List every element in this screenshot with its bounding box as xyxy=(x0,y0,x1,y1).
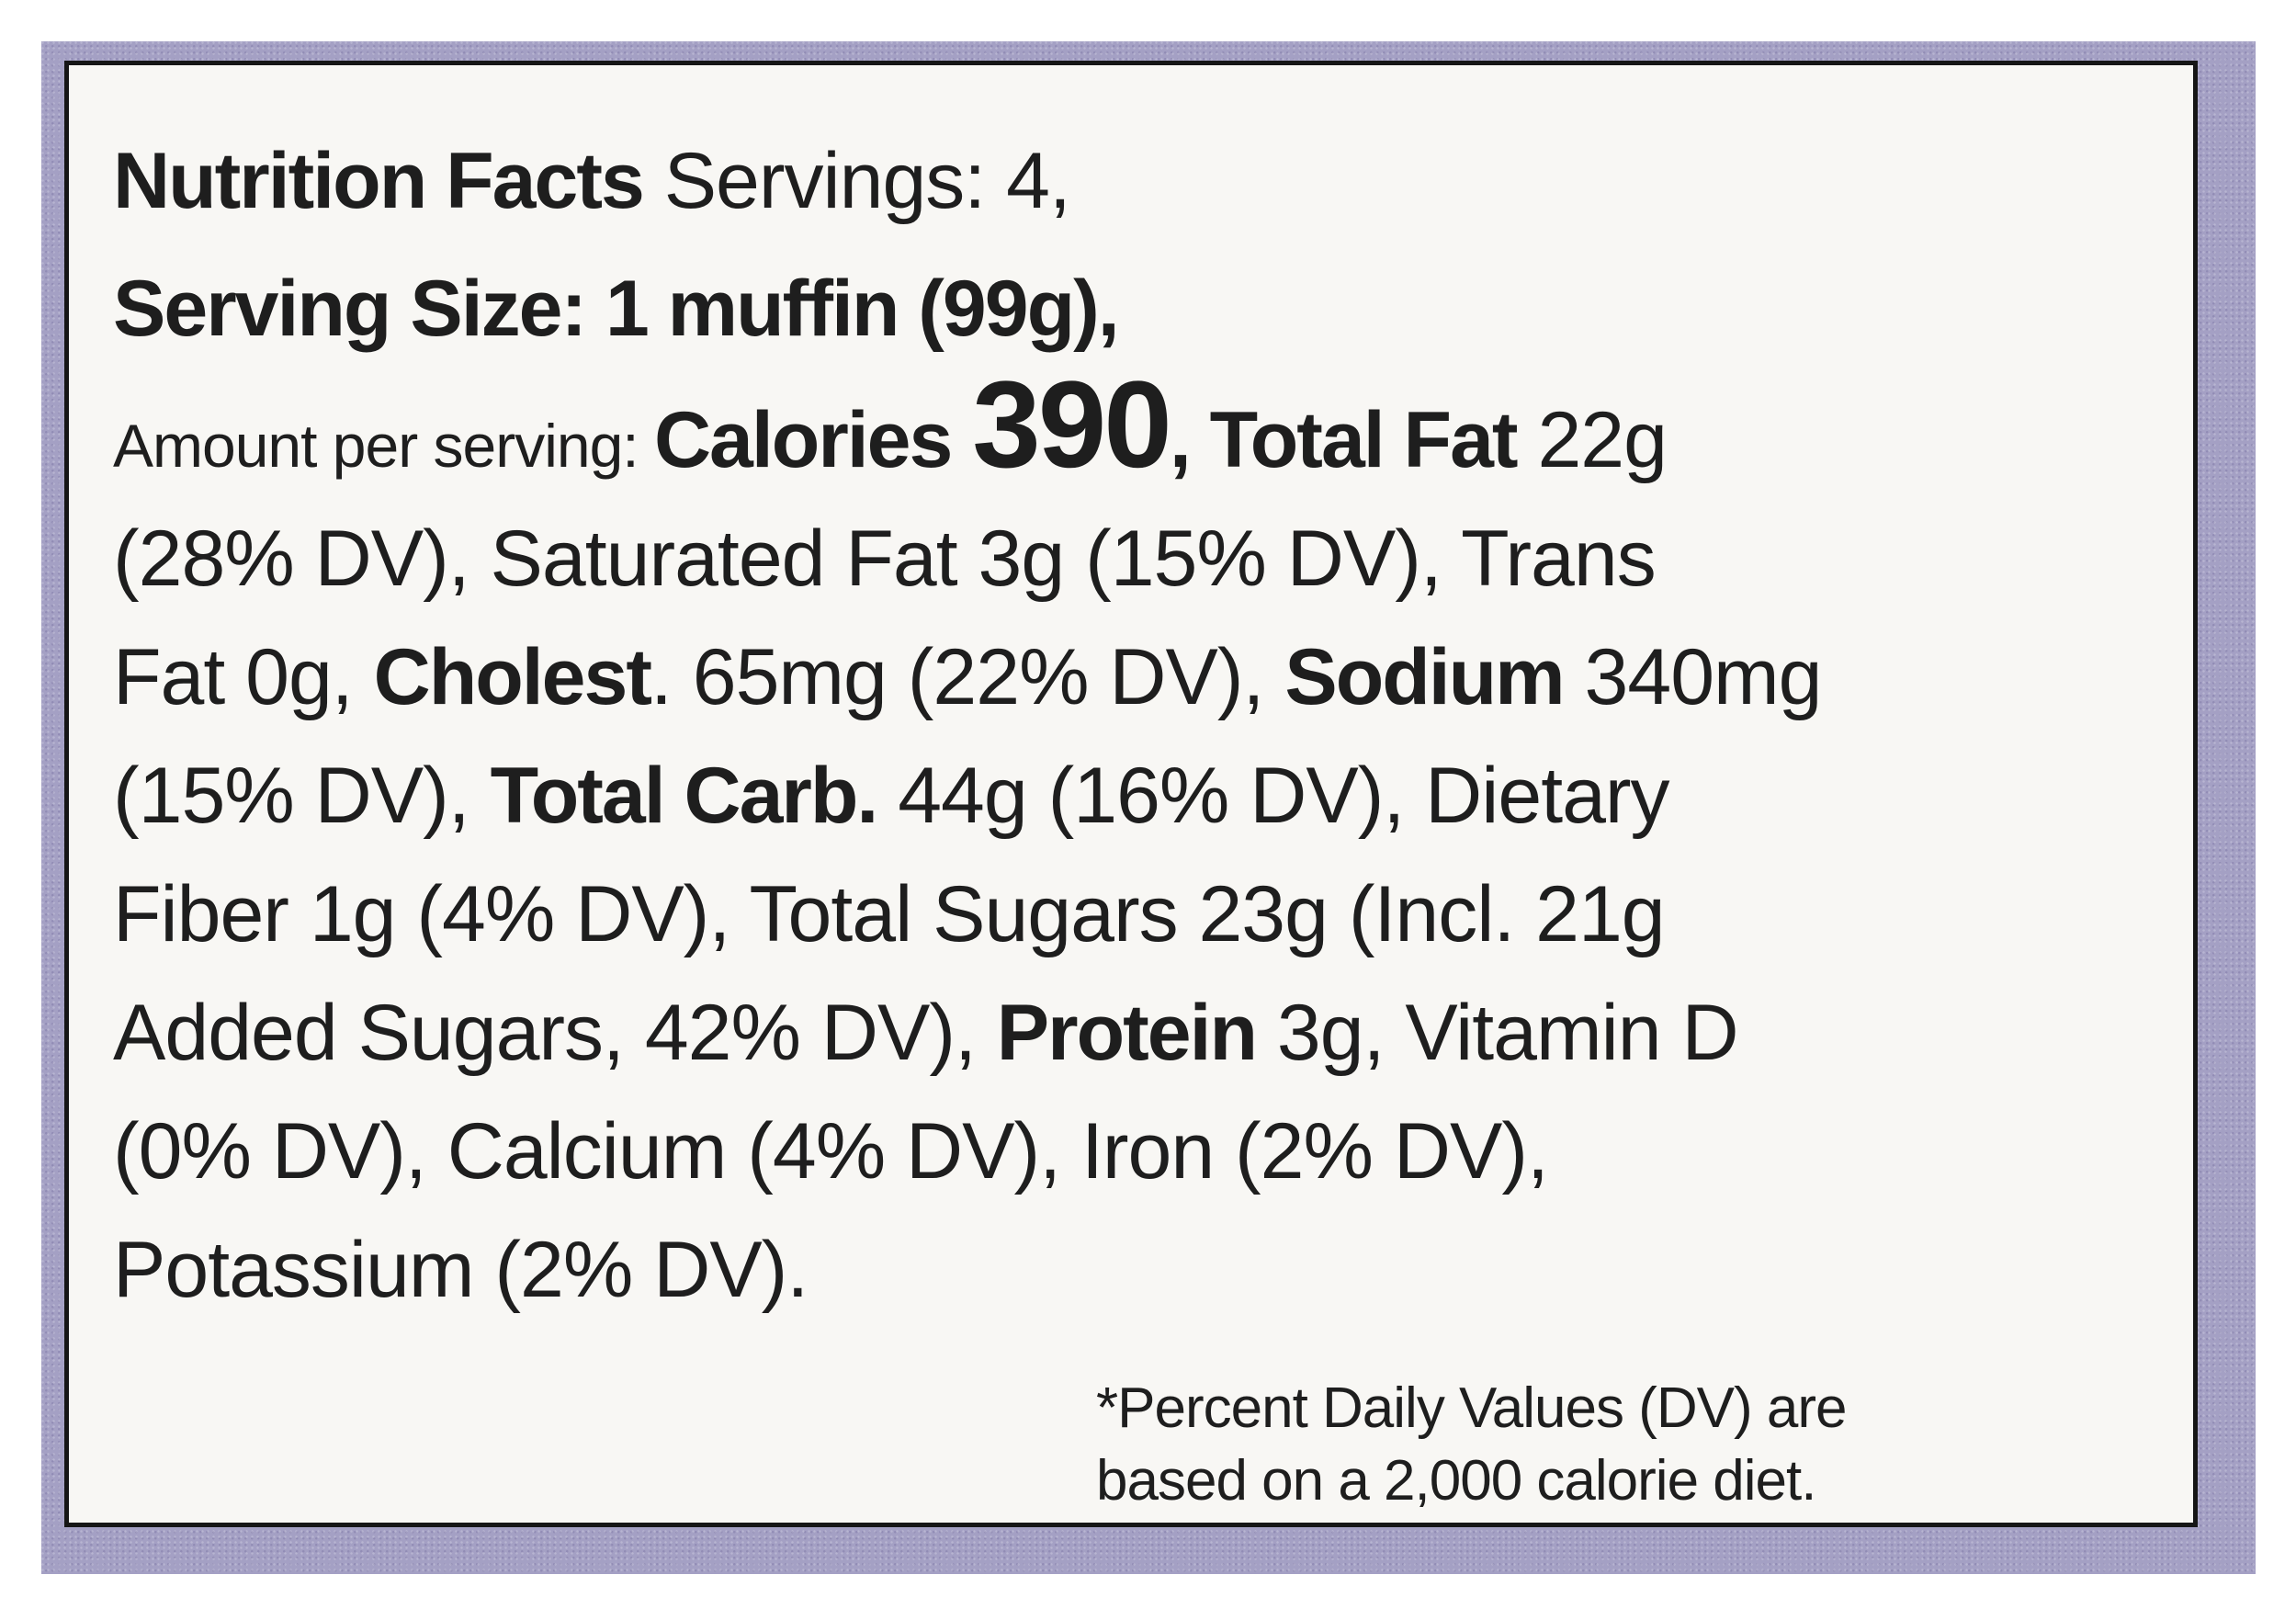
total-fat-value: 22g xyxy=(1516,396,1668,484)
serving-size-text: Serving Size: 1 muffin (99g), xyxy=(113,265,1120,353)
calories-label: Calories xyxy=(653,396,953,484)
label-line-8: Added Sugars, 42% DV), Protein 3g, Vitam… xyxy=(113,974,2171,1093)
cholesterol-value: . 65mg (22% DV), xyxy=(650,633,1285,721)
added-sugars-text: Added Sugars, 42% DV), xyxy=(113,989,997,1077)
footnote-line-2: based on a 2,000 calorie diet. xyxy=(1096,1449,1816,1513)
label-line-10: Potassium (2% DV). xyxy=(113,1211,2171,1330)
servings-text: Servings: 4, xyxy=(642,137,1071,225)
label-line-6: (15% DV), Total Carb. 44g (16% DV), Diet… xyxy=(113,737,2171,855)
nutrition-facts-text: Nutrition Facts Servings: 4, Serving Siz… xyxy=(113,122,2171,1330)
label-line-4: (28% DV), Saturated Fat 3g (15% DV), Tra… xyxy=(113,500,2171,618)
total-fat-label: Total Fat xyxy=(1209,396,1519,484)
potassium-text: Potassium (2% DV). xyxy=(113,1226,809,1314)
protein-value: 3g, Vitamin D xyxy=(1256,989,1739,1077)
fiber-sugars-text: Fiber 1g (4% DV), Total Sugars 23g (Incl… xyxy=(113,870,1666,958)
label-line-1: Nutrition Facts Servings: 4, xyxy=(113,122,2171,241)
sodium-value: 340mg xyxy=(1563,633,1823,721)
trans-fat-value: Fat 0g, xyxy=(113,633,374,721)
total-carb-value: 44g (16% DV), Dietary xyxy=(877,752,1669,840)
footnote-line-1: *Percent Daily Values (DV) are xyxy=(1096,1376,1848,1440)
label-line-7: Fiber 1g (4% DV), Total Sugars 23g (Incl… xyxy=(113,855,2171,974)
total-carb-label: Total Carb. xyxy=(490,752,879,840)
label-line-3: Amount per serving: Calories 390, Total … xyxy=(113,364,2171,500)
amount-per-serving-text: Amount per serving: xyxy=(113,412,654,480)
nutrition-facts-panel: Nutrition Facts Servings: 4, Serving Siz… xyxy=(64,61,2198,1527)
sodium-dv: (15% DV), xyxy=(113,752,491,840)
saturated-trans-fat-text: (28% DV), Saturated Fat 3g (15% DV), Tra… xyxy=(113,515,1657,603)
label-line-9: (0% DV), Calcium (4% DV), Iron (2% DV), xyxy=(113,1093,2171,1211)
cholesterol-label: Cholest xyxy=(373,633,652,721)
vitamins-minerals-text: (0% DV), Calcium (4% DV), Iron (2% DV), xyxy=(113,1107,1549,1195)
label-line-2: Serving Size: 1 muffin (99g), xyxy=(113,250,2171,368)
calories-separator: , xyxy=(1169,396,1210,484)
nutrition-facts-heading: Nutrition Facts xyxy=(113,137,645,225)
protein-label: Protein xyxy=(996,989,1258,1077)
calories-value: 390 xyxy=(972,357,1172,493)
sodium-label: Sodium xyxy=(1284,633,1565,721)
daily-value-footnote: *Percent Daily Values (DV) are based on … xyxy=(1096,1372,2015,1518)
label-line-5: Fat 0g, Cholest. 65mg (22% DV), Sodium 3… xyxy=(113,618,2171,737)
